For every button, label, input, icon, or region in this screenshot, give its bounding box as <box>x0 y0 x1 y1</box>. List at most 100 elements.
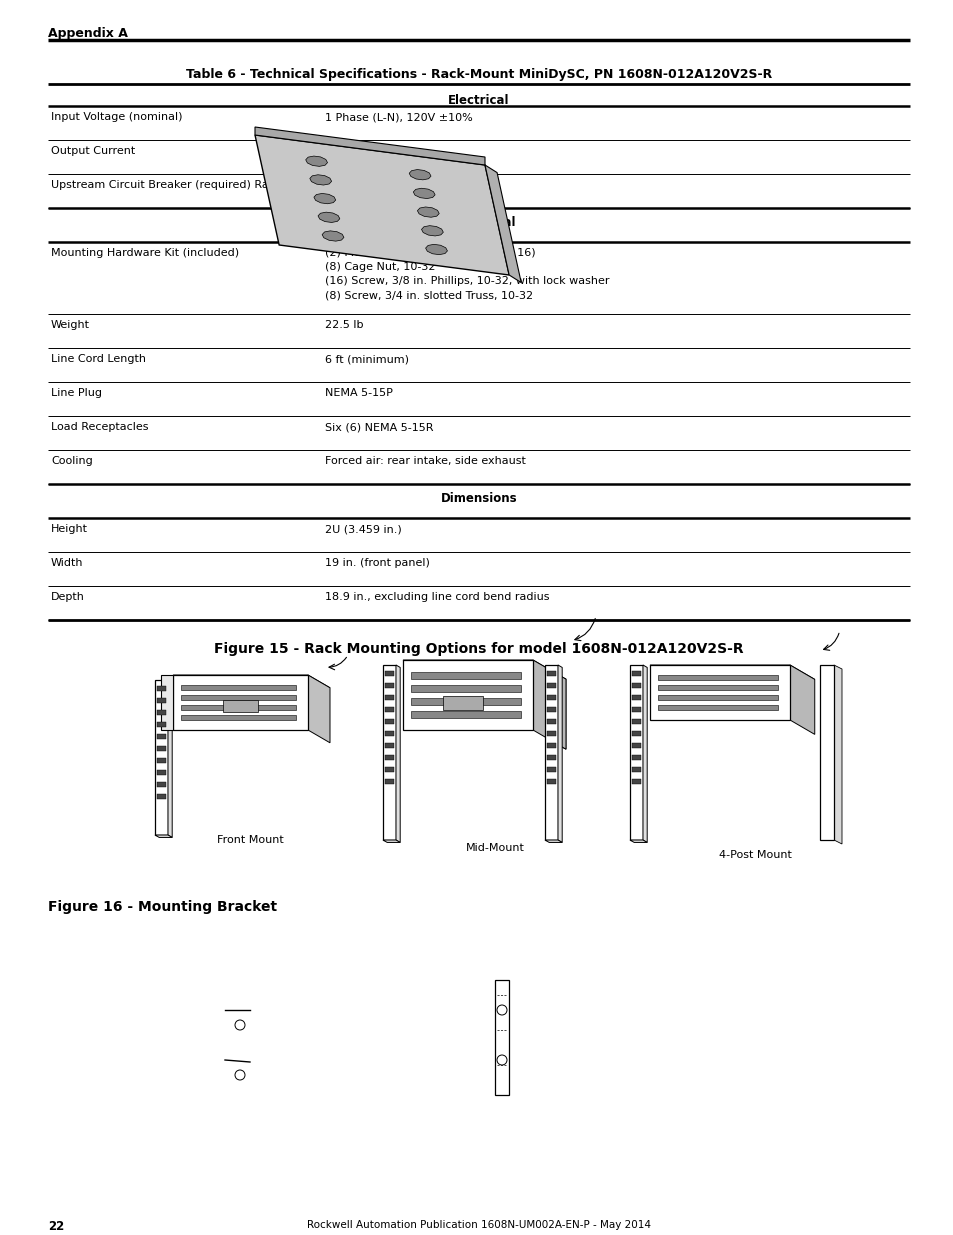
Text: Width: Width <box>51 558 84 568</box>
Polygon shape <box>413 188 435 199</box>
Text: Mechanical: Mechanical <box>441 216 516 228</box>
Bar <box>631 695 640 700</box>
Text: (2) Mounting Brackets (see Figure 16): (2) Mounting Brackets (see Figure 16) <box>324 248 535 258</box>
Bar <box>631 671 640 676</box>
Text: Depth: Depth <box>51 592 85 601</box>
Polygon shape <box>314 194 335 204</box>
Polygon shape <box>161 676 172 730</box>
Polygon shape <box>310 174 332 185</box>
Bar <box>546 779 556 784</box>
Bar <box>411 698 520 705</box>
Bar <box>546 695 556 700</box>
Polygon shape <box>254 135 509 275</box>
Text: 18.9 in., excluding line cord bend radius: 18.9 in., excluding line cord bend radiu… <box>324 592 549 601</box>
Bar <box>385 731 394 736</box>
Bar <box>631 767 640 772</box>
Bar <box>546 743 556 748</box>
Text: Front Mount: Front Mount <box>216 835 283 845</box>
Polygon shape <box>172 676 330 688</box>
Text: (8) Cage Nut, 10-32: (8) Cage Nut, 10-32 <box>324 262 435 272</box>
Bar <box>157 710 166 715</box>
Polygon shape <box>484 165 520 283</box>
Bar <box>181 685 295 690</box>
Bar <box>157 722 166 727</box>
Circle shape <box>234 1020 245 1030</box>
Circle shape <box>234 1070 245 1079</box>
Bar <box>820 664 833 840</box>
Text: (8) Screw, 3/4 in. slotted Truss, 10-32: (8) Screw, 3/4 in. slotted Truss, 10-32 <box>324 290 532 300</box>
Bar <box>546 671 556 676</box>
Bar <box>385 683 394 688</box>
Polygon shape <box>317 212 339 222</box>
Polygon shape <box>425 245 447 254</box>
Bar <box>546 706 556 713</box>
Polygon shape <box>421 226 443 236</box>
Bar <box>631 706 640 713</box>
Text: Figure 16 - Mounting Bracket: Figure 16 - Mounting Bracket <box>48 900 276 914</box>
Bar <box>385 755 394 760</box>
Bar <box>223 700 257 713</box>
Bar <box>631 743 640 748</box>
Bar <box>629 664 642 840</box>
Bar <box>631 683 640 688</box>
Bar <box>385 706 394 713</box>
Polygon shape <box>154 835 172 837</box>
Bar <box>157 769 166 776</box>
Bar <box>181 695 295 700</box>
Text: 4-Post Mount: 4-Post Mount <box>718 850 791 860</box>
Bar <box>411 685 520 692</box>
Text: 19 in. (front panel): 19 in. (front panel) <box>324 558 429 568</box>
Bar <box>631 779 640 784</box>
Text: Height: Height <box>51 524 88 534</box>
Text: (16) Screw, 3/8 in. Phillips, 10-32, with lock washer: (16) Screw, 3/8 in. Phillips, 10-32, wit… <box>324 275 608 287</box>
Polygon shape <box>558 664 561 842</box>
Text: 12 A: 12 A <box>324 146 350 156</box>
Bar <box>658 695 778 700</box>
Bar <box>658 685 778 690</box>
Polygon shape <box>168 680 172 837</box>
Polygon shape <box>322 231 344 241</box>
Bar <box>385 743 394 748</box>
Polygon shape <box>402 659 533 730</box>
Polygon shape <box>558 676 565 750</box>
Text: Line Plug: Line Plug <box>51 388 102 398</box>
Bar <box>181 715 295 720</box>
Bar <box>157 685 166 692</box>
Text: Forced air: rear intake, side exhaust: Forced air: rear intake, side exhaust <box>324 456 525 466</box>
Polygon shape <box>833 664 841 844</box>
Text: 22: 22 <box>48 1220 64 1233</box>
Bar <box>442 697 482 710</box>
Bar <box>546 719 556 724</box>
Bar <box>181 705 295 710</box>
Text: Load Receptacles: Load Receptacles <box>51 422 149 432</box>
Circle shape <box>497 1055 506 1065</box>
Bar <box>411 711 520 718</box>
Text: 22.5 lb: 22.5 lb <box>324 320 363 330</box>
Polygon shape <box>417 207 438 217</box>
Text: Input Voltage (nominal): Input Voltage (nominal) <box>51 112 182 122</box>
Polygon shape <box>629 840 646 842</box>
Text: Output Current: Output Current <box>51 146 135 156</box>
Circle shape <box>497 1005 506 1015</box>
Text: Mounting Hardware Kit (included): Mounting Hardware Kit (included) <box>51 248 239 258</box>
Text: Figure 15 - Rack Mounting Options for model 1608N-012A120V2S-R: Figure 15 - Rack Mounting Options for mo… <box>214 642 743 656</box>
Text: NEMA 5-15P: NEMA 5-15P <box>324 388 392 398</box>
Text: Mid-Mount: Mid-Mount <box>465 844 524 853</box>
Text: Upstream Circuit Breaker (required) Rating: Upstream Circuit Breaker (required) Rati… <box>51 180 291 190</box>
Polygon shape <box>308 676 330 742</box>
Bar <box>157 734 166 739</box>
Text: Dimensions: Dimensions <box>440 492 517 505</box>
Text: 1 Phase (L-N), 120V ±10%: 1 Phase (L-N), 120V ±10% <box>324 112 472 122</box>
Bar <box>631 755 640 760</box>
Text: Electrical: Electrical <box>448 94 509 107</box>
Polygon shape <box>642 664 646 842</box>
Bar <box>546 683 556 688</box>
Bar <box>385 719 394 724</box>
Text: Six (6) NEMA 5-15R: Six (6) NEMA 5-15R <box>324 422 433 432</box>
Polygon shape <box>409 169 431 180</box>
Bar <box>546 731 556 736</box>
Text: Appendix A: Appendix A <box>48 27 128 40</box>
Polygon shape <box>649 664 789 720</box>
Bar <box>382 664 395 840</box>
Polygon shape <box>544 840 561 842</box>
